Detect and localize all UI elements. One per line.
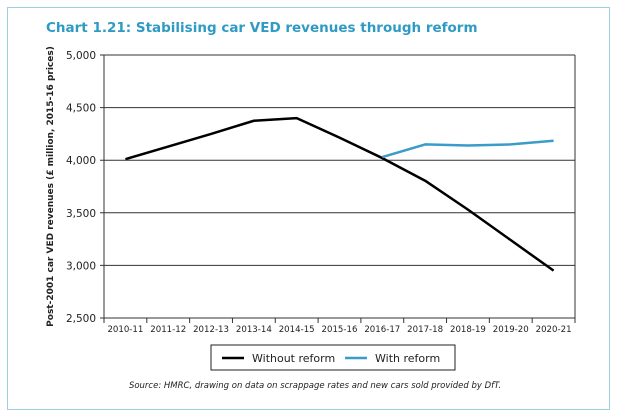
series-line-with-reform bbox=[381, 139, 554, 159]
legend-label: Without reform bbox=[252, 352, 335, 365]
chart-frame bbox=[7, 7, 610, 410]
y-tick-label: 5,000 bbox=[66, 50, 96, 62]
y-tick-label: 3,500 bbox=[66, 208, 96, 220]
x-tick-label: 2020-21 bbox=[536, 325, 572, 335]
x-tick-label: 2016-17 bbox=[364, 325, 400, 335]
x-tick-label: 2010-11 bbox=[107, 325, 143, 335]
chart-title: Chart 1.21: Stabilising car VED revenues… bbox=[46, 20, 478, 36]
y-tick-label: 4,500 bbox=[66, 103, 96, 115]
x-tick-label: 2011-12 bbox=[150, 325, 186, 335]
x-tick-label: 2012-13 bbox=[193, 325, 229, 335]
x-tick-label: 2017-18 bbox=[407, 325, 443, 335]
source-note: Source: HMRC, drawing on data on scrappa… bbox=[128, 381, 502, 391]
legend-box bbox=[210, 344, 456, 371]
y-axis-label: Post-2001 car VED revenues (£ million, 2… bbox=[46, 46, 56, 327]
x-tick-label: 2013-14 bbox=[236, 325, 272, 335]
x-tick-label: 2019-20 bbox=[493, 325, 529, 335]
x-tick-label: 2015-16 bbox=[322, 325, 358, 335]
series-line-without-reform bbox=[125, 116, 555, 272]
y-tick-label: 4,000 bbox=[66, 155, 96, 167]
x-tick-label: 2014-15 bbox=[279, 325, 315, 335]
legend-label: With reform bbox=[375, 352, 440, 365]
x-tick-label: 2018-19 bbox=[450, 325, 486, 335]
y-tick-label: 2,500 bbox=[66, 313, 96, 325]
y-tick-label: 3,000 bbox=[66, 260, 96, 272]
